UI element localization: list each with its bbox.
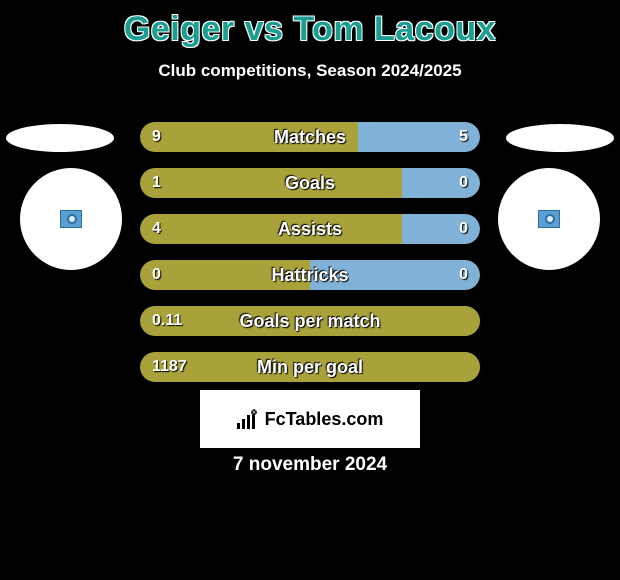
stat-label: Assists — [140, 214, 480, 244]
fctables-logo-text: FcTables.com — [265, 409, 384, 430]
stat-value-right: 0 — [459, 168, 468, 198]
stat-value-right: 0 — [459, 214, 468, 244]
player-right-avatar — [498, 168, 600, 270]
stat-label: Hattricks — [140, 260, 480, 290]
player-left-avatar — [20, 168, 122, 270]
stat-value-left: 1187 — [152, 352, 187, 382]
stat-label: Matches — [140, 122, 480, 152]
stat-value-right: 0 — [459, 260, 468, 290]
stats-container: Matches95Goals10Assists40Hattricks00Goal… — [140, 122, 480, 398]
stat-value-right: 5 — [459, 122, 468, 152]
stat-row: Goals1 0 — [140, 168, 480, 198]
player-right-ellipse — [506, 124, 614, 152]
fctables-icon — [237, 409, 259, 429]
comparison-subtitle: Club competitions, Season 2024/2025 — [0, 61, 620, 81]
stat-value-left: 9 — [152, 122, 161, 152]
stat-row: Matches9 5 — [140, 122, 480, 152]
stat-value-left: 0 — [152, 260, 161, 290]
comparison-title: Geiger vs Tom Lacoux — [0, 0, 620, 49]
stat-label: Min per goal — [140, 352, 480, 382]
player-left-ellipse — [6, 124, 114, 152]
placeholder-icon — [60, 210, 82, 228]
stat-value-left: 0.11 — [152, 306, 182, 336]
comparison-date: 7 november 2024 — [0, 454, 620, 476]
fctables-logo: FcTables.com — [200, 390, 420, 448]
stat-value-left: 4 — [152, 214, 161, 244]
stat-label: Goals — [140, 168, 480, 198]
stat-label: Goals per match — [140, 306, 480, 336]
stat-row: Min per goal1187 — [140, 352, 480, 382]
stat-value-left: 1 — [152, 168, 161, 198]
stat-row: Assists4 0 — [140, 214, 480, 244]
placeholder-icon — [538, 210, 560, 228]
stat-row: Hattricks0 0 — [140, 260, 480, 290]
stat-row: Goals per match0.11 — [140, 306, 480, 336]
